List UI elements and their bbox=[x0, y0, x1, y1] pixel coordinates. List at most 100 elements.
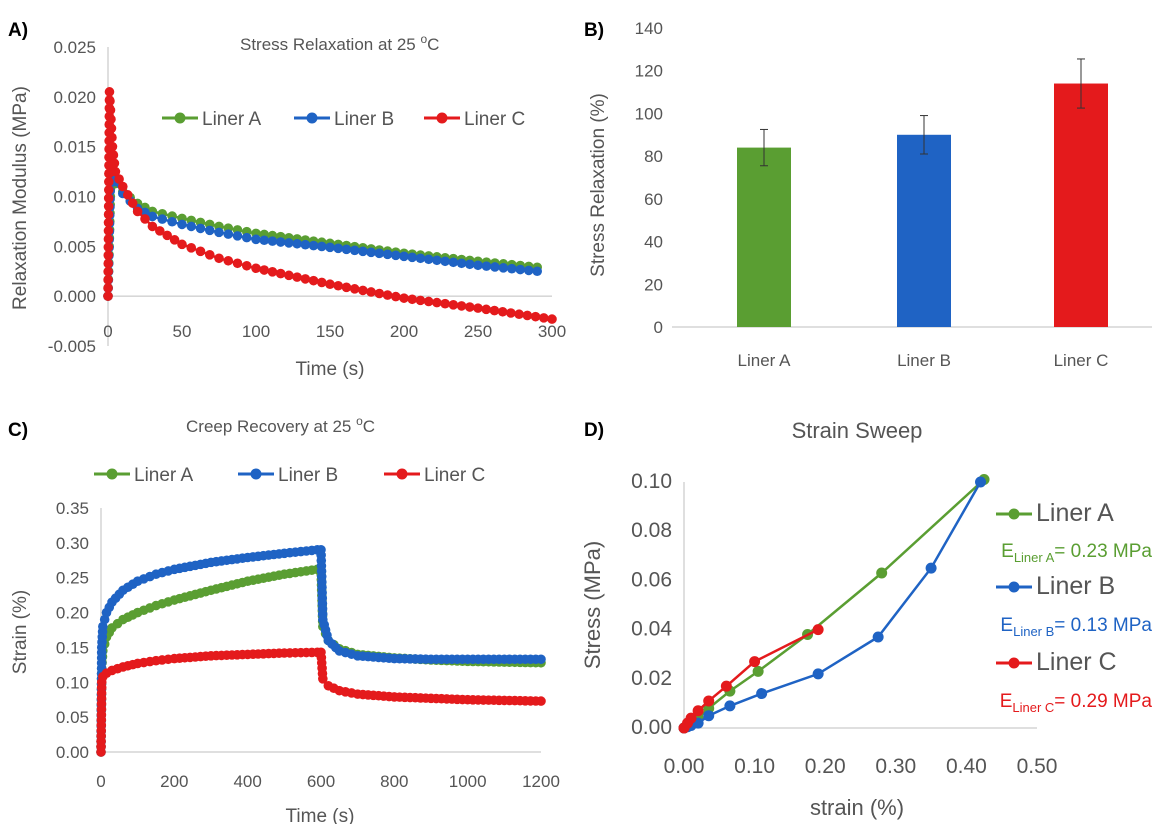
data-point bbox=[530, 311, 541, 322]
y-tick-label: 0.05 bbox=[56, 708, 89, 727]
data-point bbox=[349, 245, 360, 256]
data-point bbox=[490, 262, 500, 272]
bar-liner-b bbox=[897, 134, 951, 327]
data-point bbox=[316, 241, 327, 252]
data-point bbox=[109, 158, 120, 169]
data-point bbox=[333, 243, 344, 254]
data-point bbox=[223, 255, 234, 266]
bar-liner-a bbox=[737, 147, 791, 327]
data-point bbox=[358, 285, 368, 296]
data-point bbox=[284, 270, 294, 281]
data-point bbox=[259, 235, 270, 246]
data-point bbox=[132, 206, 143, 217]
data-point bbox=[103, 201, 114, 212]
data-point bbox=[975, 476, 987, 488]
data-point bbox=[515, 264, 526, 275]
data-point bbox=[390, 291, 401, 302]
data-point bbox=[872, 631, 884, 643]
data-point bbox=[204, 225, 215, 236]
panel-label: A) bbox=[8, 20, 28, 41]
data-point bbox=[432, 255, 442, 266]
y-axis-label: Relaxation Modulus (MPa) bbox=[10, 86, 31, 310]
data-point bbox=[114, 174, 124, 184]
data-point bbox=[214, 227, 224, 238]
data-point bbox=[267, 236, 278, 246]
data-point bbox=[106, 114, 116, 125]
legend-swatch-marker bbox=[1008, 581, 1020, 593]
data-point bbox=[407, 252, 418, 263]
panel-label: D) bbox=[584, 420, 604, 441]
data-point bbox=[177, 239, 187, 250]
data-point bbox=[106, 123, 117, 134]
data-point bbox=[399, 251, 409, 262]
data-point bbox=[692, 705, 704, 717]
y-tick-label: 0.08 bbox=[631, 519, 672, 542]
data-point bbox=[105, 105, 116, 115]
data-point bbox=[186, 221, 197, 232]
modulus-annotation: ELiner B= 0.13 MPa bbox=[1000, 615, 1152, 639]
data-point bbox=[259, 265, 270, 275]
y-tick-label: 40 bbox=[644, 233, 663, 252]
y-tick-label: 0.15 bbox=[56, 638, 89, 657]
data-point bbox=[876, 567, 888, 579]
data-point bbox=[536, 696, 546, 706]
data-point bbox=[103, 185, 114, 195]
data-point bbox=[127, 198, 138, 208]
data-point bbox=[108, 150, 119, 160]
data-point bbox=[415, 295, 426, 306]
data-point bbox=[456, 301, 467, 311]
x-axis-label: Time (s) bbox=[296, 359, 365, 380]
y-tick-label: 0 bbox=[654, 318, 663, 337]
data-point bbox=[251, 234, 261, 245]
data-point bbox=[514, 309, 524, 320]
data-point bbox=[538, 313, 549, 323]
data-point bbox=[333, 280, 344, 291]
legend-label: Liner A bbox=[202, 109, 261, 130]
data-point bbox=[489, 305, 500, 316]
legend-swatch-marker bbox=[1008, 657, 1020, 669]
legend-label: Liner B bbox=[1036, 572, 1115, 600]
data-point bbox=[300, 239, 311, 250]
data-point bbox=[103, 193, 114, 203]
data-point bbox=[812, 624, 824, 636]
data-point bbox=[448, 300, 459, 310]
data-point bbox=[103, 242, 114, 252]
data-point bbox=[720, 680, 732, 692]
legend-swatch-marker bbox=[436, 112, 448, 124]
data-point bbox=[440, 298, 450, 309]
y-tick-label: 0.10 bbox=[56, 673, 89, 692]
data-point bbox=[464, 302, 475, 312]
data-point bbox=[448, 257, 459, 268]
panel-d-strain-sweep-chart: D) Strain Sweep strain (%) Stress (MPa) … bbox=[580, 418, 1152, 820]
x-tick-label: 100 bbox=[242, 322, 270, 341]
data-point bbox=[523, 265, 534, 276]
data-point bbox=[107, 141, 118, 152]
data-point bbox=[292, 272, 302, 282]
data-point bbox=[122, 190, 133, 200]
chart-title: Strain Sweep bbox=[792, 418, 923, 443]
modulus-annotation: ELiner C= 0.29 MPa bbox=[1000, 691, 1153, 715]
legend-swatch-marker bbox=[106, 468, 118, 480]
x-tick-label: 800 bbox=[380, 772, 408, 791]
data-point bbox=[481, 261, 492, 271]
data-point bbox=[232, 258, 243, 269]
data-point bbox=[724, 700, 736, 712]
panel-a-stress-relaxation-chart: A) Stress Relaxation at 25 oC Time (s) R… bbox=[8, 20, 566, 380]
data-point bbox=[382, 249, 393, 260]
data-point bbox=[103, 291, 113, 301]
modulus-annotation: ELiner A= 0.23 MPa bbox=[1001, 541, 1152, 565]
data-point bbox=[390, 250, 401, 261]
y-tick-label: 0.35 bbox=[56, 499, 89, 518]
data-point bbox=[275, 268, 286, 279]
data-point bbox=[275, 237, 286, 247]
x-tick-label: 150 bbox=[316, 322, 344, 341]
data-point bbox=[103, 283, 113, 293]
data-point bbox=[506, 308, 516, 318]
x-axis-label: Time (s) bbox=[286, 806, 355, 824]
data-point bbox=[325, 279, 335, 290]
data-point bbox=[186, 243, 197, 253]
data-point bbox=[318, 674, 328, 684]
data-point bbox=[103, 266, 113, 277]
data-point bbox=[481, 304, 492, 315]
